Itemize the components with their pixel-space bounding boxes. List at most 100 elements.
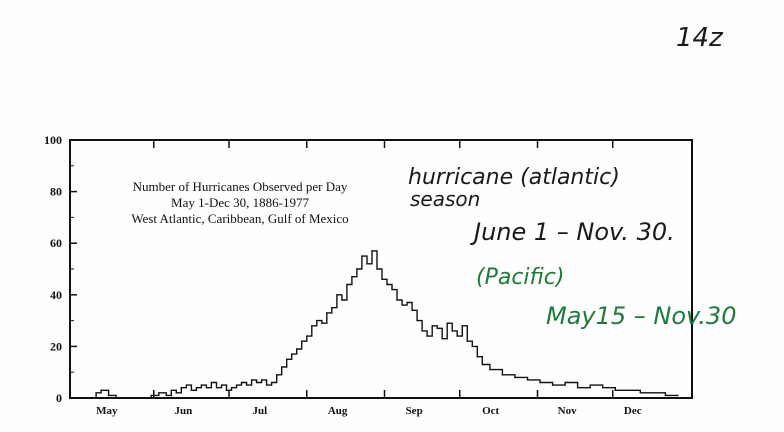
data-point bbox=[371, 250, 373, 252]
data-point bbox=[240, 381, 243, 384]
data-point bbox=[539, 381, 541, 384]
data-point bbox=[614, 389, 616, 391]
data-point bbox=[266, 384, 268, 386]
data-point bbox=[381, 278, 383, 280]
data-point bbox=[150, 394, 152, 396]
y-tick-label-100: 100 bbox=[44, 133, 62, 147]
data-point bbox=[489, 369, 491, 371]
data-point bbox=[341, 299, 343, 301]
data-point bbox=[411, 309, 413, 311]
data-point bbox=[95, 392, 97, 394]
data-point bbox=[639, 392, 641, 394]
data-point bbox=[261, 379, 263, 381]
data-point bbox=[115, 397, 117, 399]
x-tick-label-sep: Sep bbox=[406, 405, 423, 417]
x-tick-label-jul: Jul bbox=[253, 405, 268, 417]
x-tick-label-nov: Nov bbox=[558, 405, 577, 417]
y-tick-label-20: 20 bbox=[50, 339, 62, 353]
data-point bbox=[276, 374, 278, 376]
data-point bbox=[361, 255, 363, 257]
data-point bbox=[356, 268, 358, 270]
data-point bbox=[175, 392, 177, 394]
data-point bbox=[451, 330, 453, 332]
data-point bbox=[351, 276, 353, 278]
data-point bbox=[256, 381, 258, 384]
data-point bbox=[170, 389, 172, 391]
pacific-dates-annotation: May15 – Nov.30 bbox=[546, 302, 736, 330]
data-point bbox=[627, 389, 629, 391]
y-tick-label-0: 0 bbox=[56, 391, 62, 405]
data-point bbox=[441, 338, 443, 340]
data-point bbox=[376, 268, 378, 270]
data-point bbox=[200, 384, 202, 386]
x-axis: May Jun Jul Aug Sep Oct Nov Dec bbox=[96, 140, 642, 417]
data-point bbox=[331, 307, 333, 309]
data-point bbox=[246, 384, 248, 386]
data-point bbox=[316, 320, 318, 322]
data-point bbox=[291, 353, 293, 355]
data-point bbox=[108, 394, 110, 396]
data-point bbox=[421, 330, 423, 332]
season-annotation: season bbox=[410, 187, 480, 211]
data-point bbox=[185, 384, 187, 386]
data-point bbox=[271, 381, 273, 384]
data-point bbox=[195, 387, 197, 389]
data-point bbox=[138, 397, 140, 399]
data-point bbox=[396, 299, 398, 301]
data-point bbox=[366, 263, 368, 265]
page-number: 14z bbox=[676, 23, 724, 53]
data-point bbox=[220, 384, 223, 386]
data-point bbox=[336, 294, 338, 296]
data-point bbox=[446, 322, 448, 324]
data-point bbox=[87, 397, 90, 399]
y-axis: 0 20 40 60 80 100 bbox=[44, 133, 77, 405]
data-point bbox=[526, 379, 529, 381]
data-point bbox=[426, 335, 428, 337]
data-point bbox=[281, 366, 283, 368]
data-point bbox=[165, 394, 167, 396]
data-point bbox=[664, 394, 667, 396]
data-point bbox=[514, 376, 516, 378]
data-point bbox=[251, 379, 253, 381]
data-point bbox=[158, 392, 160, 394]
x-tick-label-dec: Dec bbox=[624, 405, 642, 417]
data-point bbox=[552, 384, 554, 386]
data-point bbox=[230, 387, 233, 389]
data-point bbox=[180, 387, 182, 389]
series-group bbox=[75, 250, 679, 399]
x-tick-label-jun: Jun bbox=[175, 405, 193, 417]
x-tick-label-aug: Aug bbox=[328, 405, 348, 417]
pacific-annotation: (Pacific) bbox=[476, 265, 564, 290]
data-point bbox=[577, 387, 579, 389]
data-point bbox=[471, 345, 473, 347]
x-tick-label-may: May bbox=[96, 405, 118, 417]
data-point bbox=[481, 363, 483, 366]
data-point bbox=[306, 335, 308, 337]
y-tick-label-80: 80 bbox=[50, 185, 62, 199]
x-tick-label-oct: Oct bbox=[482, 405, 499, 417]
data-point bbox=[406, 301, 408, 304]
atlantic-dates-annotation: June 1 – Nov. 30. bbox=[470, 218, 675, 246]
data-point bbox=[456, 335, 458, 337]
data-point bbox=[235, 384, 238, 386]
data-point bbox=[205, 387, 207, 389]
data-point bbox=[677, 394, 679, 396]
data-point bbox=[311, 325, 313, 327]
data-point bbox=[190, 389, 192, 391]
data-point bbox=[321, 322, 323, 324]
data-point bbox=[431, 325, 433, 327]
data-point bbox=[564, 381, 566, 384]
data-point bbox=[436, 327, 438, 329]
data-point bbox=[286, 358, 288, 360]
data-point bbox=[125, 397, 127, 399]
data-point bbox=[346, 283, 348, 286]
data-point bbox=[326, 312, 328, 314]
data-point bbox=[589, 384, 591, 386]
data-point bbox=[652, 392, 654, 394]
data-point bbox=[466, 340, 468, 342]
data-point bbox=[301, 340, 303, 342]
chart-subtitle-1: May 1-Dec 30, 1886-1977 bbox=[171, 195, 309, 210]
data-point bbox=[476, 356, 478, 358]
